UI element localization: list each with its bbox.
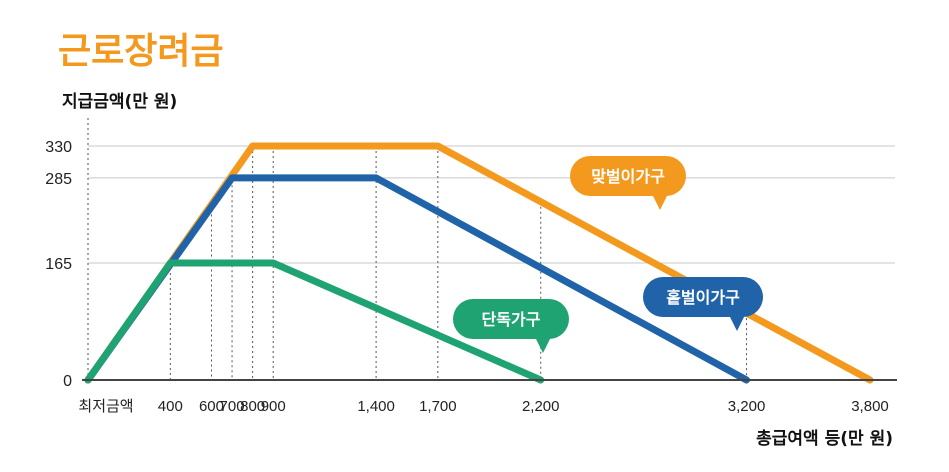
x-tick-label: 3,200: [728, 398, 766, 415]
x-tick-label: 900: [261, 398, 286, 415]
x-tick-label: 2,200: [522, 398, 560, 415]
bubble-shape: [643, 277, 763, 317]
legend-label: 단독가구: [482, 310, 541, 329]
grid-layer: [87, 118, 895, 380]
y-tick-label: 165: [45, 256, 72, 273]
bubble-shape: [570, 156, 686, 196]
bubble-tail: [535, 337, 551, 353]
y-tick-label: 285: [45, 171, 72, 188]
legend-bubble-2: 단독가구: [453, 299, 569, 353]
x-tick-label: 1,400: [357, 398, 395, 415]
x-tick-label: 700: [220, 398, 245, 415]
series-line-2: [84, 259, 545, 384]
legend-bubble-1: 홑벌이가구: [643, 277, 763, 331]
y-tick-label: 330: [45, 139, 72, 156]
x-axis-label: 총급여액 등(만 원): [756, 429, 893, 449]
y-axis-label: 지급금액(만 원): [62, 92, 177, 112]
bubble-tail: [729, 315, 745, 331]
x-tick-label: 400: [158, 398, 183, 415]
legend-bubble-0: 맞벌이가구: [570, 156, 686, 210]
bubble-shape: [453, 299, 569, 339]
x-tick-label: 1,700: [419, 398, 457, 415]
x-tick-label: 3,800: [851, 398, 889, 415]
legend-label: 맞벌이가구: [591, 167, 665, 186]
legend-label: 홑벌이가구: [666, 288, 740, 307]
y-tick-label: 0: [63, 373, 72, 390]
bubble-tail: [652, 194, 668, 210]
chart-title: 근로장려금: [58, 31, 224, 72]
series-layer: [84, 142, 874, 384]
x-tick-label: 800: [240, 398, 265, 415]
x-tick-label: 최저금액: [78, 398, 133, 415]
x-tick-label: 600: [199, 398, 224, 415]
series-line-1: [84, 174, 750, 384]
